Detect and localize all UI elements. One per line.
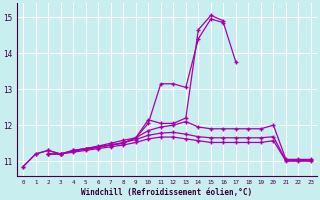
X-axis label: Windchill (Refroidissement éolien,°C): Windchill (Refroidissement éolien,°C) [82,188,252,197]
